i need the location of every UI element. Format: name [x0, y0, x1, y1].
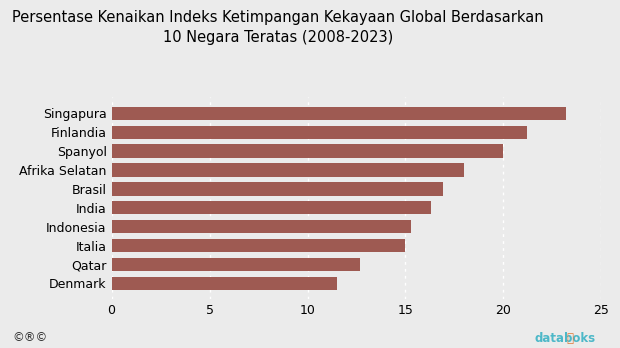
Bar	[112, 220, 411, 234]
Bar	[112, 126, 527, 139]
Bar	[112, 258, 360, 271]
Bar	[112, 201, 431, 214]
Bar	[112, 277, 337, 290]
Text: ⦀: ⦀	[567, 332, 574, 345]
Text: databoks: databoks	[534, 332, 595, 345]
Text: ©®©: ©®©	[12, 332, 48, 345]
Bar	[112, 106, 566, 120]
Text: Persentase Kenaikan Indeks Ketimpangan Kekayaan Global Berdasarkan
10 Negara Ter: Persentase Kenaikan Indeks Ketimpangan K…	[12, 10, 544, 45]
Bar	[112, 163, 464, 176]
Bar	[112, 144, 503, 158]
Bar	[112, 182, 443, 196]
Bar	[112, 239, 405, 252]
